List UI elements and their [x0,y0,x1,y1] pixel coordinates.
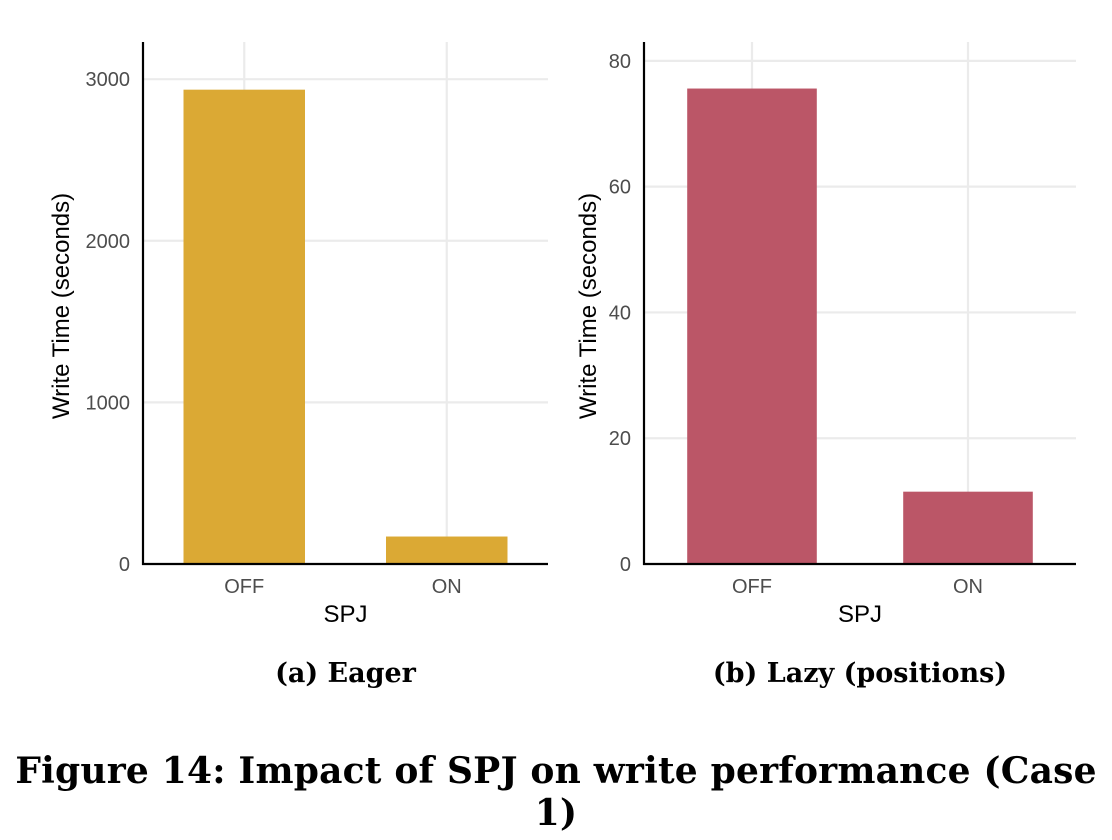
y-tick-label-40: 40 [609,302,631,324]
subcaption-eager: (a) Eager [275,658,416,689]
y-tick-label-60: 60 [609,177,631,199]
x-tick-label-off: OFF [732,576,772,598]
y-tick-label-3000: 3000 [86,69,131,91]
figure-caption: Figure 14: Impact of SPJ on write perfor… [15,750,1097,834]
x-axis-title: SPJ [323,601,367,628]
x-axis-title: SPJ [838,601,882,628]
subcaption-lazy-positions: (b) Lazy (positions) [712,658,1008,689]
chart-eager: 0 1000 2000 3000 OFF ON SPJ Write Time (seconds… [48,42,548,628]
y-tick-label-0: 0 [119,554,130,576]
bar-off [183,89,305,564]
y-tick-label-1000: 1000 [86,392,131,414]
y-tick-label-80: 80 [609,51,631,73]
x-tick-label-off: OFF [224,576,264,598]
bar-on [903,491,1033,564]
y-axis-title: Write Time (seconds) [575,193,602,419]
chart-lazy-positions: 0 20 40 60 80 OFF ON SPJ Write Time (seconds) [575,42,1076,628]
bar-off [687,88,817,564]
x-tick-label-on: ON [432,576,462,598]
y-tick-label-20: 20 [609,428,631,450]
y-axis-title: Write Time (seconds) [48,193,75,419]
bar-on [386,536,508,564]
y-tick-label-0: 0 [620,554,631,576]
x-tick-label-on: ON [953,576,983,598]
y-tick-label-2000: 2000 [86,231,131,253]
